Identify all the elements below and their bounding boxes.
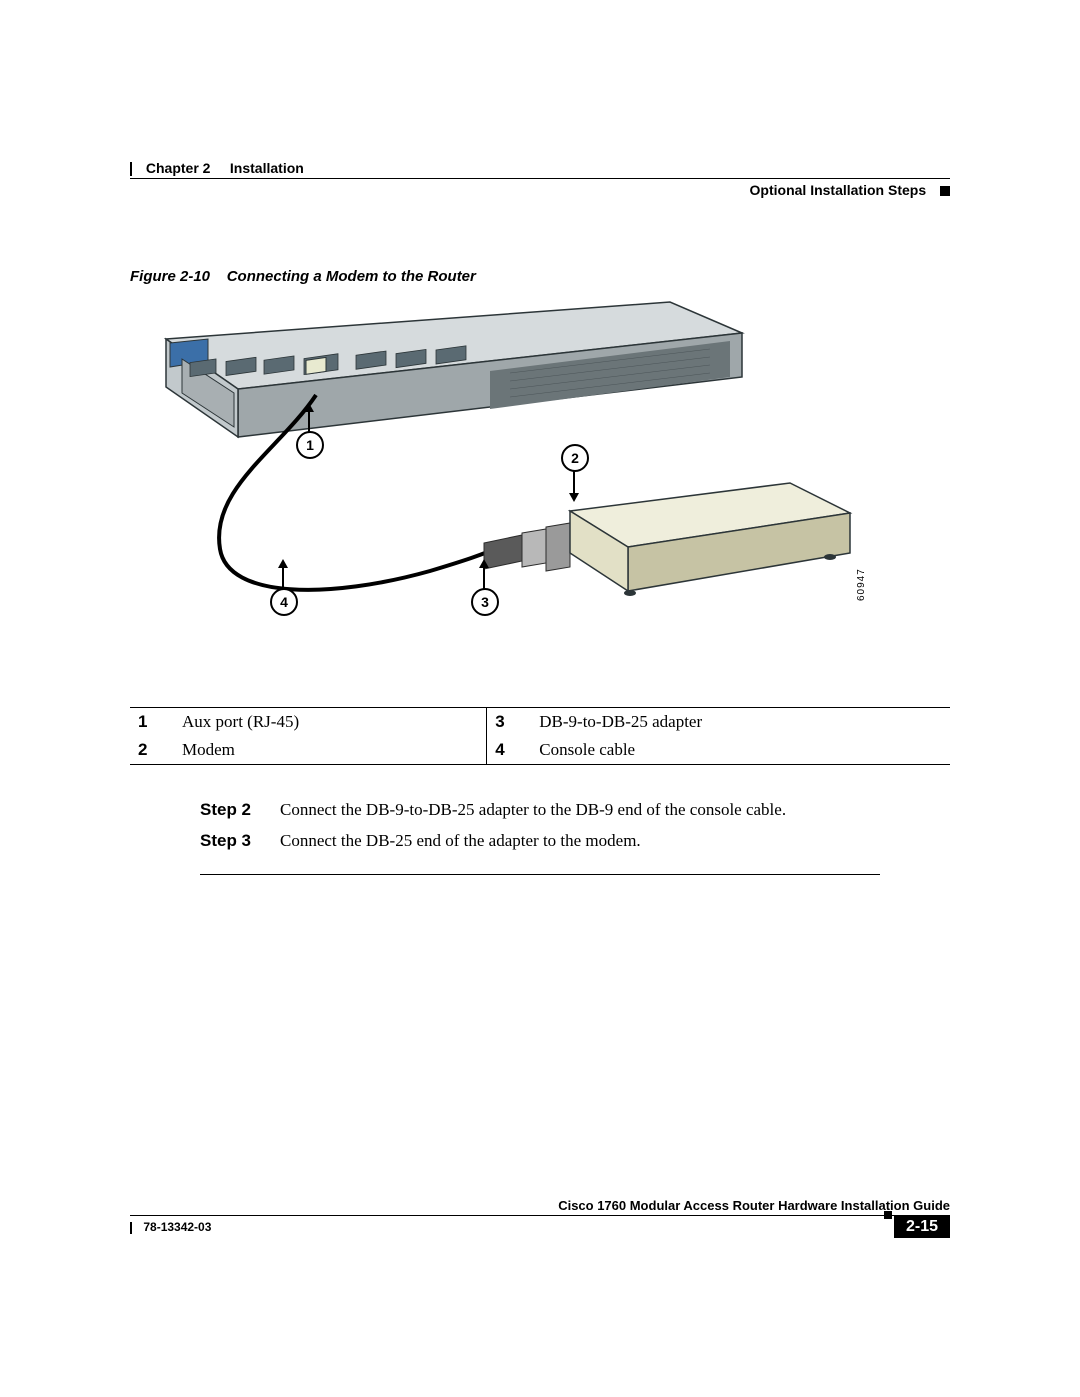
callout-3-label: 3	[481, 594, 489, 610]
router-icon	[166, 302, 742, 437]
legend-num: 1	[130, 708, 174, 737]
doc-page: Chapter 2 Installation Optional Installa…	[0, 0, 1080, 1397]
callout-line	[282, 567, 284, 589]
footer-doc-number: 78-13342-03	[130, 1220, 211, 1234]
figure-title: Connecting a Modem to the Router	[227, 268, 476, 285]
section-title: Optional Installation Steps	[750, 182, 927, 198]
footer-guide-title: Cisco 1760 Modular Access Router Hardwar…	[130, 1198, 950, 1213]
running-head-right: Optional Installation Steps	[742, 182, 950, 198]
diagram-svg	[130, 299, 890, 699]
chapter-title: Installation	[230, 160, 304, 176]
figure-diagram: 1 2 3 4 60947	[130, 299, 890, 699]
running-head-left: Chapter 2 Installation	[130, 160, 312, 176]
step-row: Step 3 Connect the DB-25 end of the adap…	[200, 826, 950, 857]
legend-text: DB-9-to-DB-25 adapter	[531, 708, 950, 737]
step-text: Connect the DB-9-to-DB-25 adapter to the…	[280, 795, 786, 826]
legend-num: 2	[130, 736, 174, 765]
callout-4-label: 4	[280, 594, 288, 610]
legend-text: Modem	[174, 736, 487, 765]
callout-3: 3	[471, 588, 499, 616]
header-rule	[130, 178, 950, 179]
header-square-icon	[940, 186, 950, 196]
callout-4: 4	[270, 588, 298, 616]
callout-line	[573, 470, 575, 494]
page-header: Chapter 2 Installation Optional Installa…	[130, 160, 950, 208]
callout-1: 1	[296, 431, 324, 459]
step-text: Connect the DB-25 end of the adapter to …	[280, 826, 641, 857]
step-row: Step 2 Connect the DB-9-to-DB-25 adapter…	[200, 795, 950, 826]
callout-line	[308, 411, 310, 433]
db9-db25-adapter-icon	[484, 523, 570, 571]
step-label: Step 3	[200, 826, 280, 857]
chapter-label: Chapter 2	[146, 160, 211, 176]
step-label: Step 2	[200, 795, 280, 826]
section-divider	[200, 874, 880, 875]
figure-number: Figure 2-10	[130, 268, 210, 285]
legend-num: 4	[487, 736, 532, 765]
table-row: 2 Modem 4 Console cable	[130, 736, 950, 765]
footer-bar: 78-13342-03 2-15	[130, 1215, 950, 1242]
callout-legend-table: 1 Aux port (RJ-45) 3 DB-9-to-DB-25 adapt…	[130, 707, 950, 765]
footer-tick-icon	[130, 1222, 132, 1234]
callout-2: 2	[561, 444, 589, 472]
figure-id: 60947	[856, 568, 867, 601]
legend-num: 3	[487, 708, 532, 737]
header-tick-icon	[130, 162, 132, 176]
callout-1-label: 1	[306, 437, 314, 453]
legend-text: Console cable	[531, 736, 950, 765]
callout-arrow-icon	[569, 493, 579, 502]
procedure-steps: Step 2 Connect the DB-9-to-DB-25 adapter…	[200, 795, 950, 856]
page-number-badge: 2-15	[894, 1216, 950, 1238]
callout-line	[483, 567, 485, 589]
footer-square-icon	[884, 1211, 892, 1219]
figure-caption: Figure 2-10 Connecting a Modem to the Ro…	[130, 268, 950, 285]
modem-icon	[570, 483, 850, 596]
page-footer: Cisco 1760 Modular Access Router Hardwar…	[130, 1198, 950, 1242]
table-row: 1 Aux port (RJ-45) 3 DB-9-to-DB-25 adapt…	[130, 708, 950, 737]
callout-2-label: 2	[571, 450, 579, 466]
legend-text: Aux port (RJ-45)	[174, 708, 487, 737]
